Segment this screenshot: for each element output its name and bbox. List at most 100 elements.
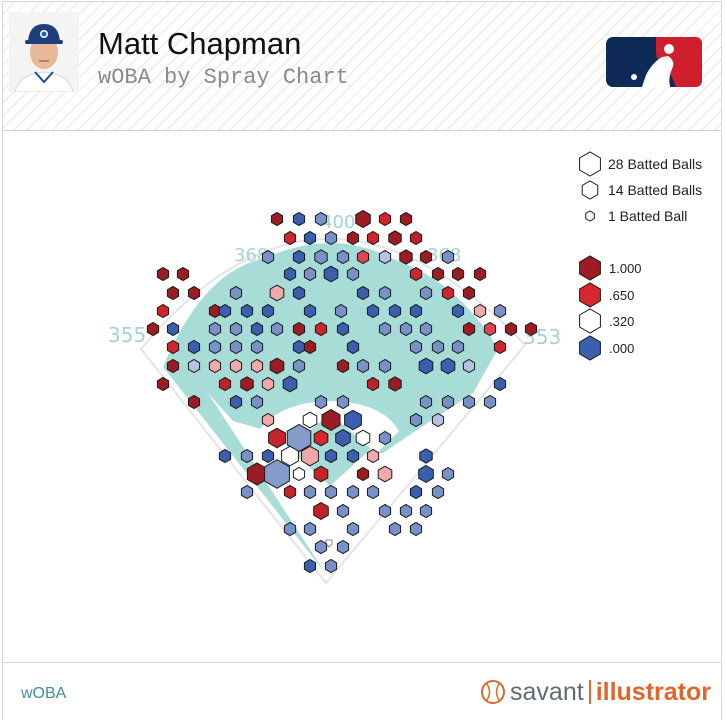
hexbin [336,358,350,374]
hexbin [356,466,370,482]
hexbin [440,357,456,375]
hexbin [314,211,328,227]
hexbin [336,249,350,265]
player-name: Matt Chapman [98,26,302,61]
hexbin [166,321,180,337]
color-legend-650: .650 [579,282,634,308]
hexbin [218,376,232,392]
hexbin [366,448,380,464]
hexbin [218,303,232,319]
hexbin [388,303,402,319]
hexbin [324,230,338,246]
hexbin [346,448,360,464]
chart-footer: wOBA savant illustrator [3,662,721,720]
hexbin [336,503,350,519]
hexbin [240,376,254,392]
hexbin [409,230,423,246]
hexbin [314,321,328,337]
hexbin [240,303,254,319]
hexbin [176,266,190,282]
hexbin [441,394,455,410]
chart-header: Matt Chapman wOBA by Spray Chart [3,2,721,131]
hexbin [250,394,264,410]
hexbin [268,427,286,449]
hexbin [399,321,413,337]
hexbin [356,285,370,301]
hexbin [346,230,360,246]
color-legend-000: .000 [579,335,634,361]
distance-left-line: 355 [108,323,146,347]
hexbin [229,358,243,374]
hexbin [292,339,306,355]
hexbin [366,303,380,319]
hexbin [409,484,423,500]
hexbin [336,321,350,337]
hexbin [314,394,328,410]
savant-illustrator-brand: savant illustrator [480,677,711,707]
hexbin [409,412,423,428]
hexbin [303,303,317,319]
hexbin [250,321,264,337]
hexbin [283,521,297,537]
hexbin [451,339,465,355]
hexbin [187,285,201,301]
hexbin [378,503,392,519]
legend-hex-color [579,282,601,308]
hexbin [218,448,232,464]
spray-chart: 355 368 400 368 353 28 Batted Balls 14 B… [108,151,702,585]
hexbin [301,445,319,467]
hexbin [292,358,306,374]
hexbin [208,339,222,355]
hexbin [483,394,497,410]
hexbin [399,249,413,265]
hexbin [346,521,360,537]
hexbin [324,484,338,500]
hexbin [334,303,348,319]
hexbin [493,376,507,392]
distance-center: 400 [321,212,355,233]
hexbin [324,558,338,574]
hexbin [292,249,306,265]
hexbin [240,484,254,500]
hexbin [336,394,350,410]
hexbin [378,285,392,301]
brand-separator [588,680,591,704]
legend-hex-medium [581,180,599,200]
hexbin [378,249,392,265]
legend-hex-large [579,151,601,177]
hexbin [283,266,297,282]
chart-subtitle: wOBA by Spray Chart [98,65,349,90]
hexbin [346,339,360,355]
brand-savant: savant [510,677,584,706]
hexbin [264,459,290,489]
hexbin [388,521,402,537]
legend-size-label: 28 Batted Balls [608,156,702,172]
hexbin [156,303,170,319]
hexbin [451,303,465,319]
size-legend-14: 14 Batted Balls [581,180,702,200]
legend-color-label: .650 [609,288,634,303]
hexbin [321,409,341,431]
hexbin [378,358,392,374]
hexbin [313,429,329,447]
hexbin [208,321,222,337]
hexbin [229,339,243,355]
hexbin [378,430,392,446]
hexbin [441,466,455,482]
hexbin [229,394,243,410]
hexbin [356,249,370,265]
hexbin [431,339,445,355]
size-legend-28: 28 Batted Balls [579,151,702,177]
hexbin [431,412,445,428]
hexbin [229,285,243,301]
hexbin [431,266,445,282]
hexbin [314,539,328,555]
hexbin [366,484,380,500]
hexbin [261,448,275,464]
legend-hex-color [579,255,601,281]
legend-hex-small [585,210,595,222]
legend-color-label: .320 [609,314,634,329]
hexbin [504,321,518,337]
hexbin [409,521,423,537]
hexbin [419,321,433,337]
